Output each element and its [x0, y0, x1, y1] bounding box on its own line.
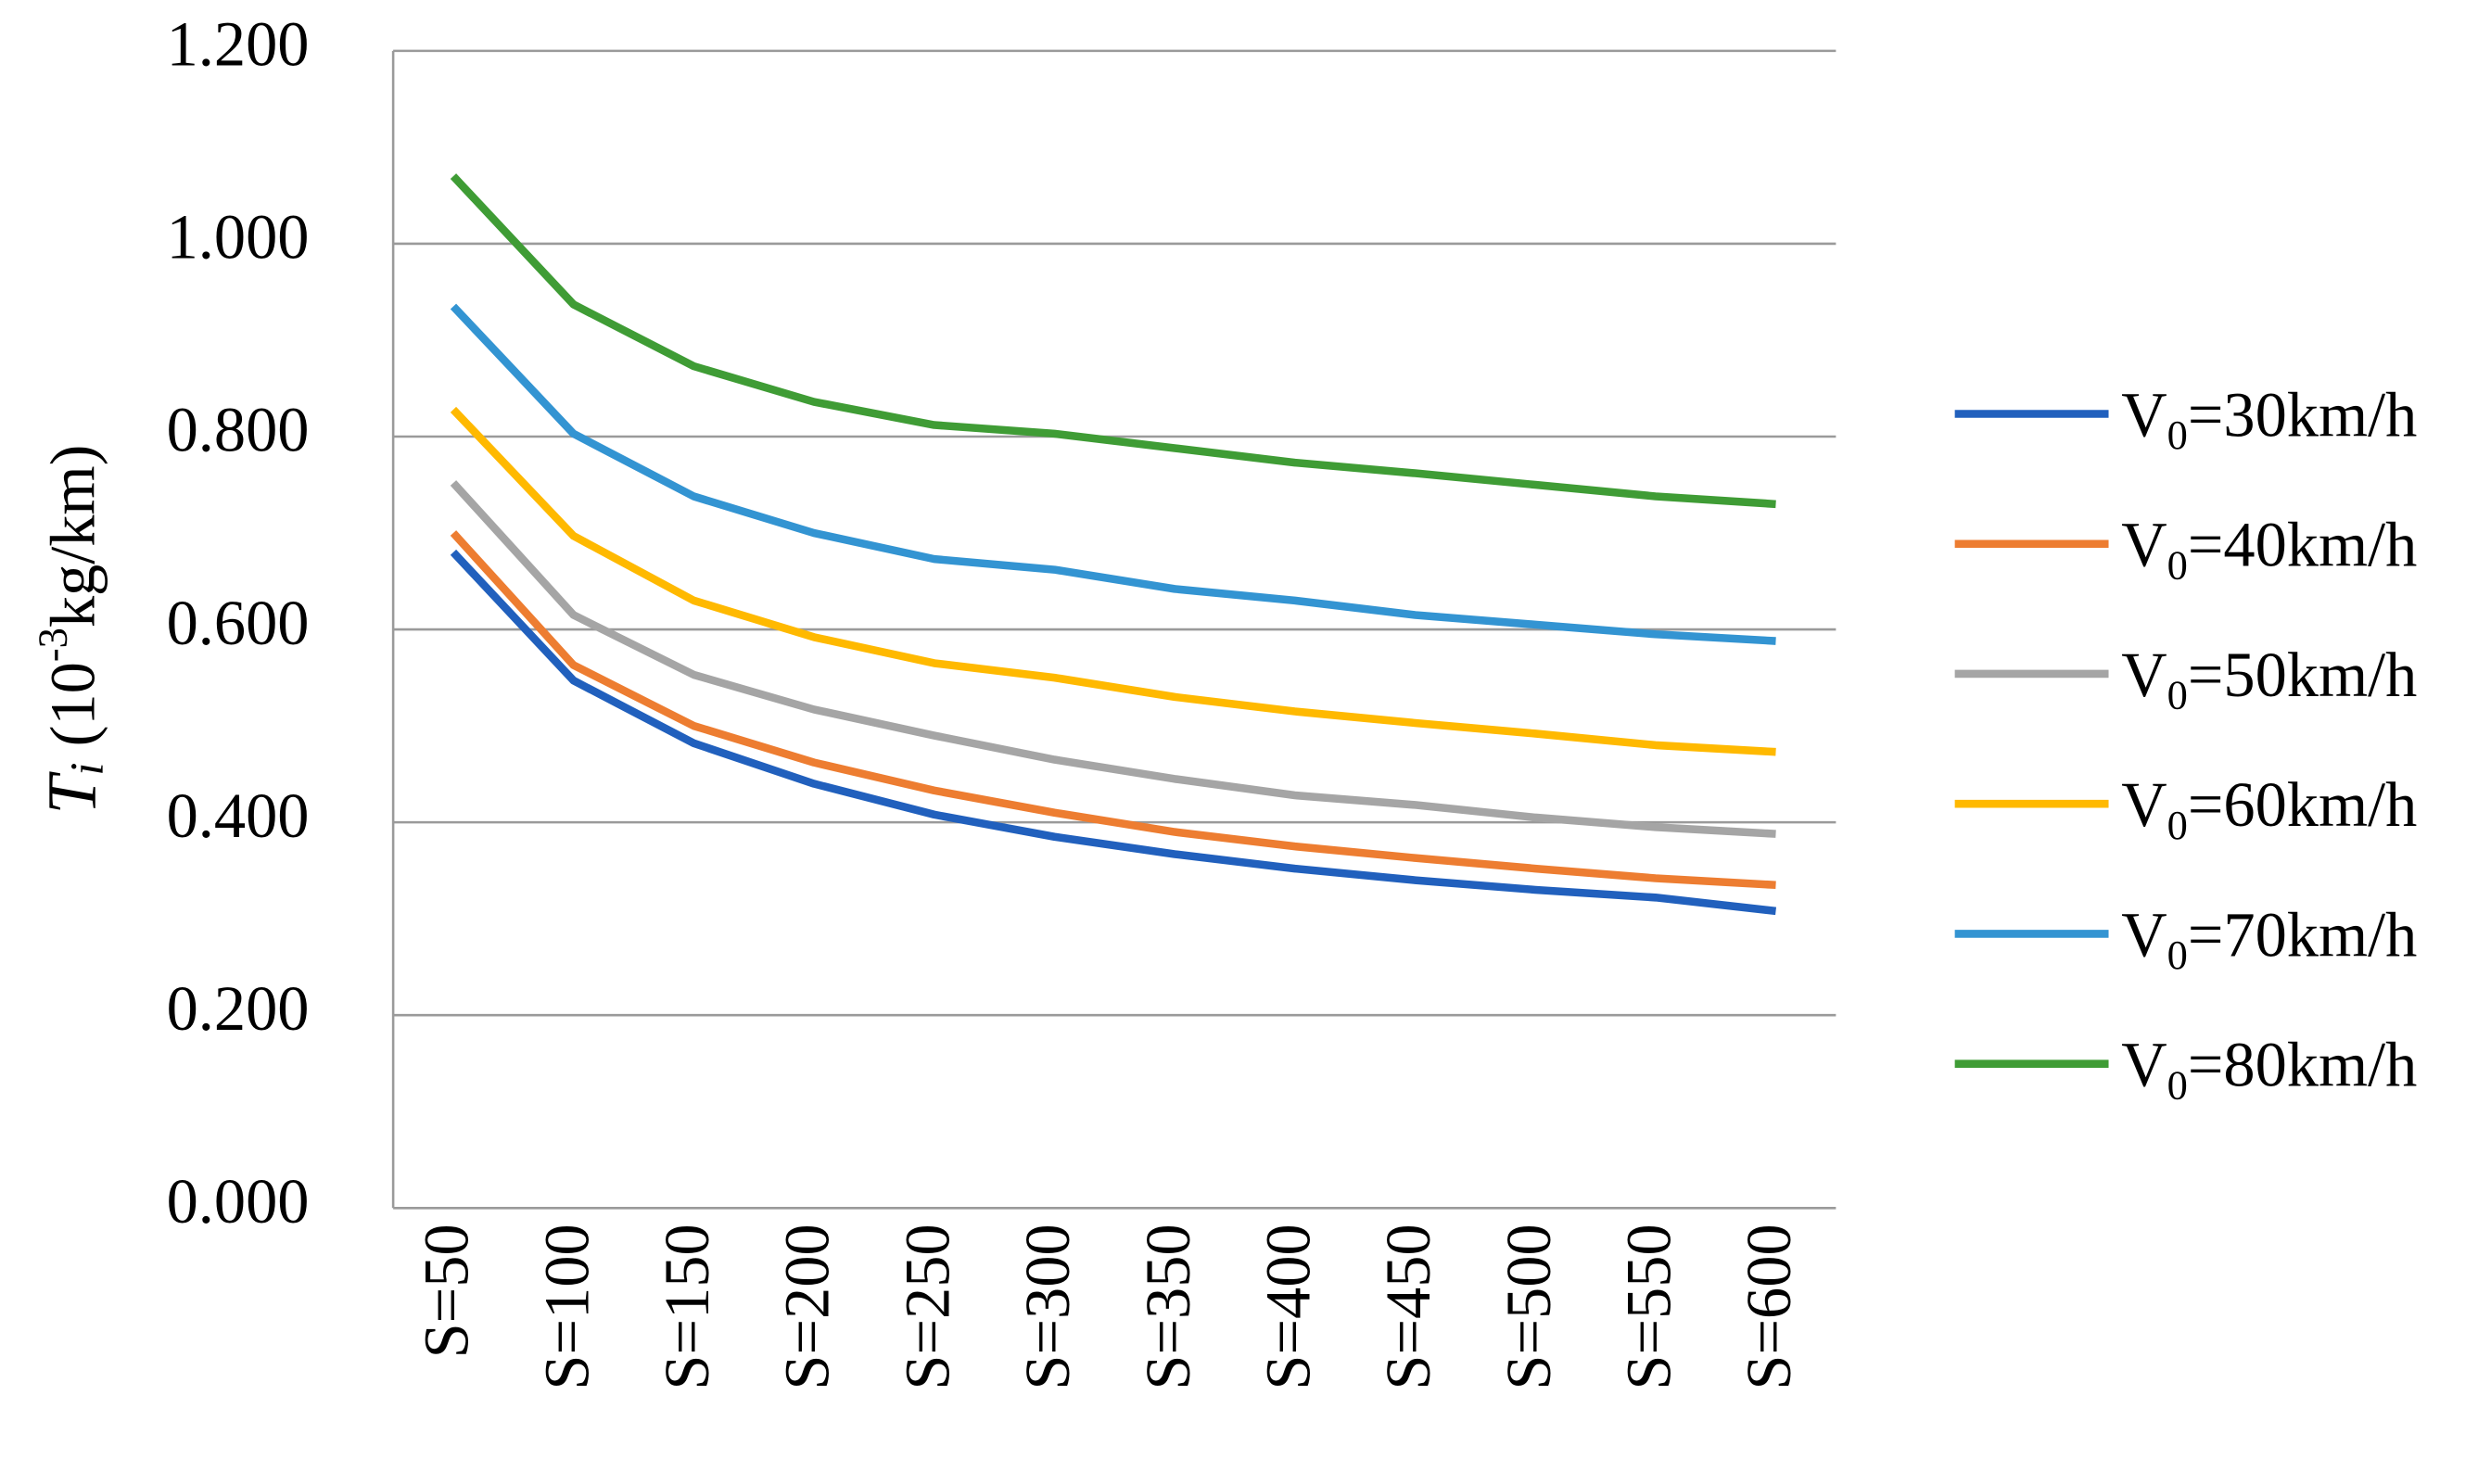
legend-label: V0=60km/h: [2121, 769, 2417, 848]
y-label-text: (10: [37, 662, 108, 762]
x-tick-label: S=150: [652, 1224, 722, 1389]
x-tick-label: S=550: [1614, 1224, 1684, 1389]
x-tick-label: S=200: [772, 1224, 843, 1389]
series-line: [450, 303, 1776, 645]
x-tick-label: S=50: [412, 1224, 482, 1358]
x-tick-label: S=450: [1373, 1224, 1443, 1389]
legend-label: V0=80km/h: [2121, 1030, 2417, 1109]
x-tick-label: S=300: [1012, 1224, 1083, 1389]
y-label-symbol: T: [34, 771, 111, 815]
y-tick-label: 0.800: [167, 395, 310, 465]
y-tick-label: 1.200: [167, 9, 310, 80]
y-label-superscript: -3: [30, 628, 76, 662]
legend-label: V0=40km/h: [2121, 510, 2417, 589]
y-label-subscript: i: [61, 762, 114, 775]
y-axis-label: Ti (10-3kg/km): [30, 445, 114, 815]
legend-label: V0=50km/h: [2121, 640, 2417, 718]
legend-label: V0=30km/h: [2121, 379, 2417, 458]
x-tick-label: S=500: [1493, 1224, 1564, 1389]
series-line: [450, 480, 1776, 838]
y-tick-label: 1.000: [167, 202, 310, 273]
x-tick-label: S=350: [1133, 1224, 1203, 1389]
y-tick-label: 0.600: [167, 588, 310, 658]
x-tick-label: S=250: [892, 1224, 962, 1389]
x-tick-label: S=100: [531, 1224, 602, 1389]
y-label-unit: kg/km): [37, 445, 108, 628]
series-line: [450, 549, 1777, 916]
x-tick-label: S=600: [1734, 1224, 1804, 1389]
legend-label: V0=70km/h: [2121, 899, 2417, 978]
y-tick-label: 0.000: [167, 1166, 310, 1237]
y-tick-label: 0.200: [167, 973, 310, 1044]
series-line: [450, 406, 1776, 756]
series-line: [450, 173, 1776, 509]
series-line: [450, 530, 1776, 890]
x-tick-label: S=400: [1252, 1224, 1323, 1389]
y-tick-label: 0.400: [167, 780, 310, 851]
